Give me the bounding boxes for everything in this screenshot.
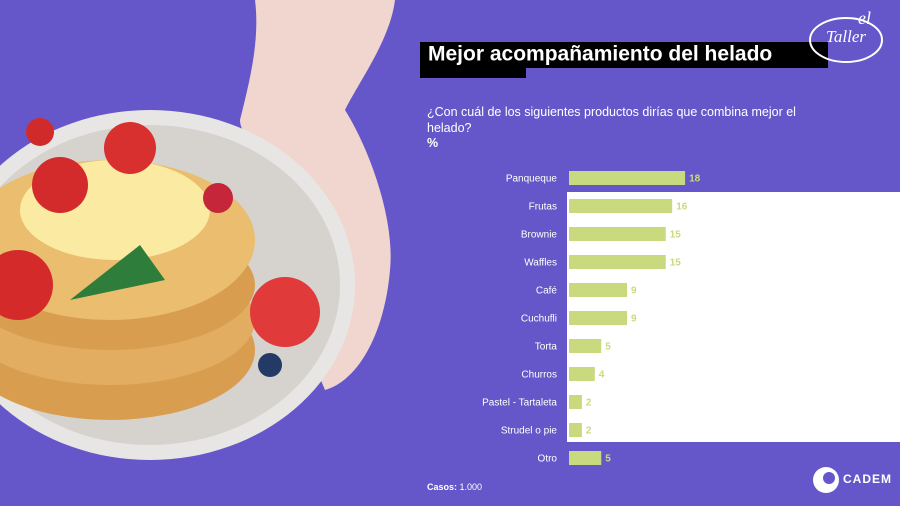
bar [569,171,686,185]
bar [569,367,595,381]
logo-text: el [858,8,871,28]
footnote-value: 1.000 [460,482,483,492]
mint [70,245,165,300]
category-label: Brownie [521,230,558,241]
category-label: Pastel - Tartaleta [482,398,557,409]
category-label: Frutas [529,202,557,213]
footnote: Casos: 1.000 [427,482,482,492]
logo-text: Taller [826,27,866,46]
strawberry [250,277,320,347]
cadem-logo: CADEM [843,472,892,486]
value-label: 5 [605,454,611,465]
bar [569,339,602,353]
category-label: Torta [535,342,558,353]
logo-ring [809,17,883,63]
value-label: 15 [670,230,682,241]
cadem-icon [823,472,835,484]
title-bar [420,64,526,78]
strawberry [104,122,156,174]
category-label: Churros [521,370,557,381]
value-label: 15 [670,258,682,269]
footnote-label: Casos: [427,482,457,492]
value-label: 4 [599,370,605,381]
value-label: 2 [586,398,592,409]
strawberry [26,118,54,146]
value-label: 9 [631,314,637,325]
category-label: Waffles [524,258,557,269]
strawberry [32,157,88,213]
category-label: Strudel o pie [501,426,558,437]
value-label: 2 [586,426,592,437]
raspberry [203,183,233,213]
blueberry [258,353,282,377]
value-label: 9 [631,286,637,297]
bar [569,255,666,269]
bar [569,423,582,437]
bar [569,227,666,241]
bar [569,311,628,325]
bar [569,199,673,213]
question: ¿Con cuál de los siguientes productos di… [427,105,796,135]
value-label: 5 [605,342,611,353]
category-label: Café [536,286,558,297]
bar [569,283,628,297]
bar [569,395,582,409]
value-label: 18 [689,174,701,185]
bar [569,451,602,465]
unit: % [427,136,439,150]
category-label: Panqueque [506,174,558,185]
title-bar [420,42,828,68]
category-label: Otro [538,454,558,465]
strawberry [0,250,53,320]
value-label: 16 [676,202,688,213]
category-label: Cuchufli [521,314,557,325]
chart-title: Mejor acompañamiento del helado [428,43,772,66]
